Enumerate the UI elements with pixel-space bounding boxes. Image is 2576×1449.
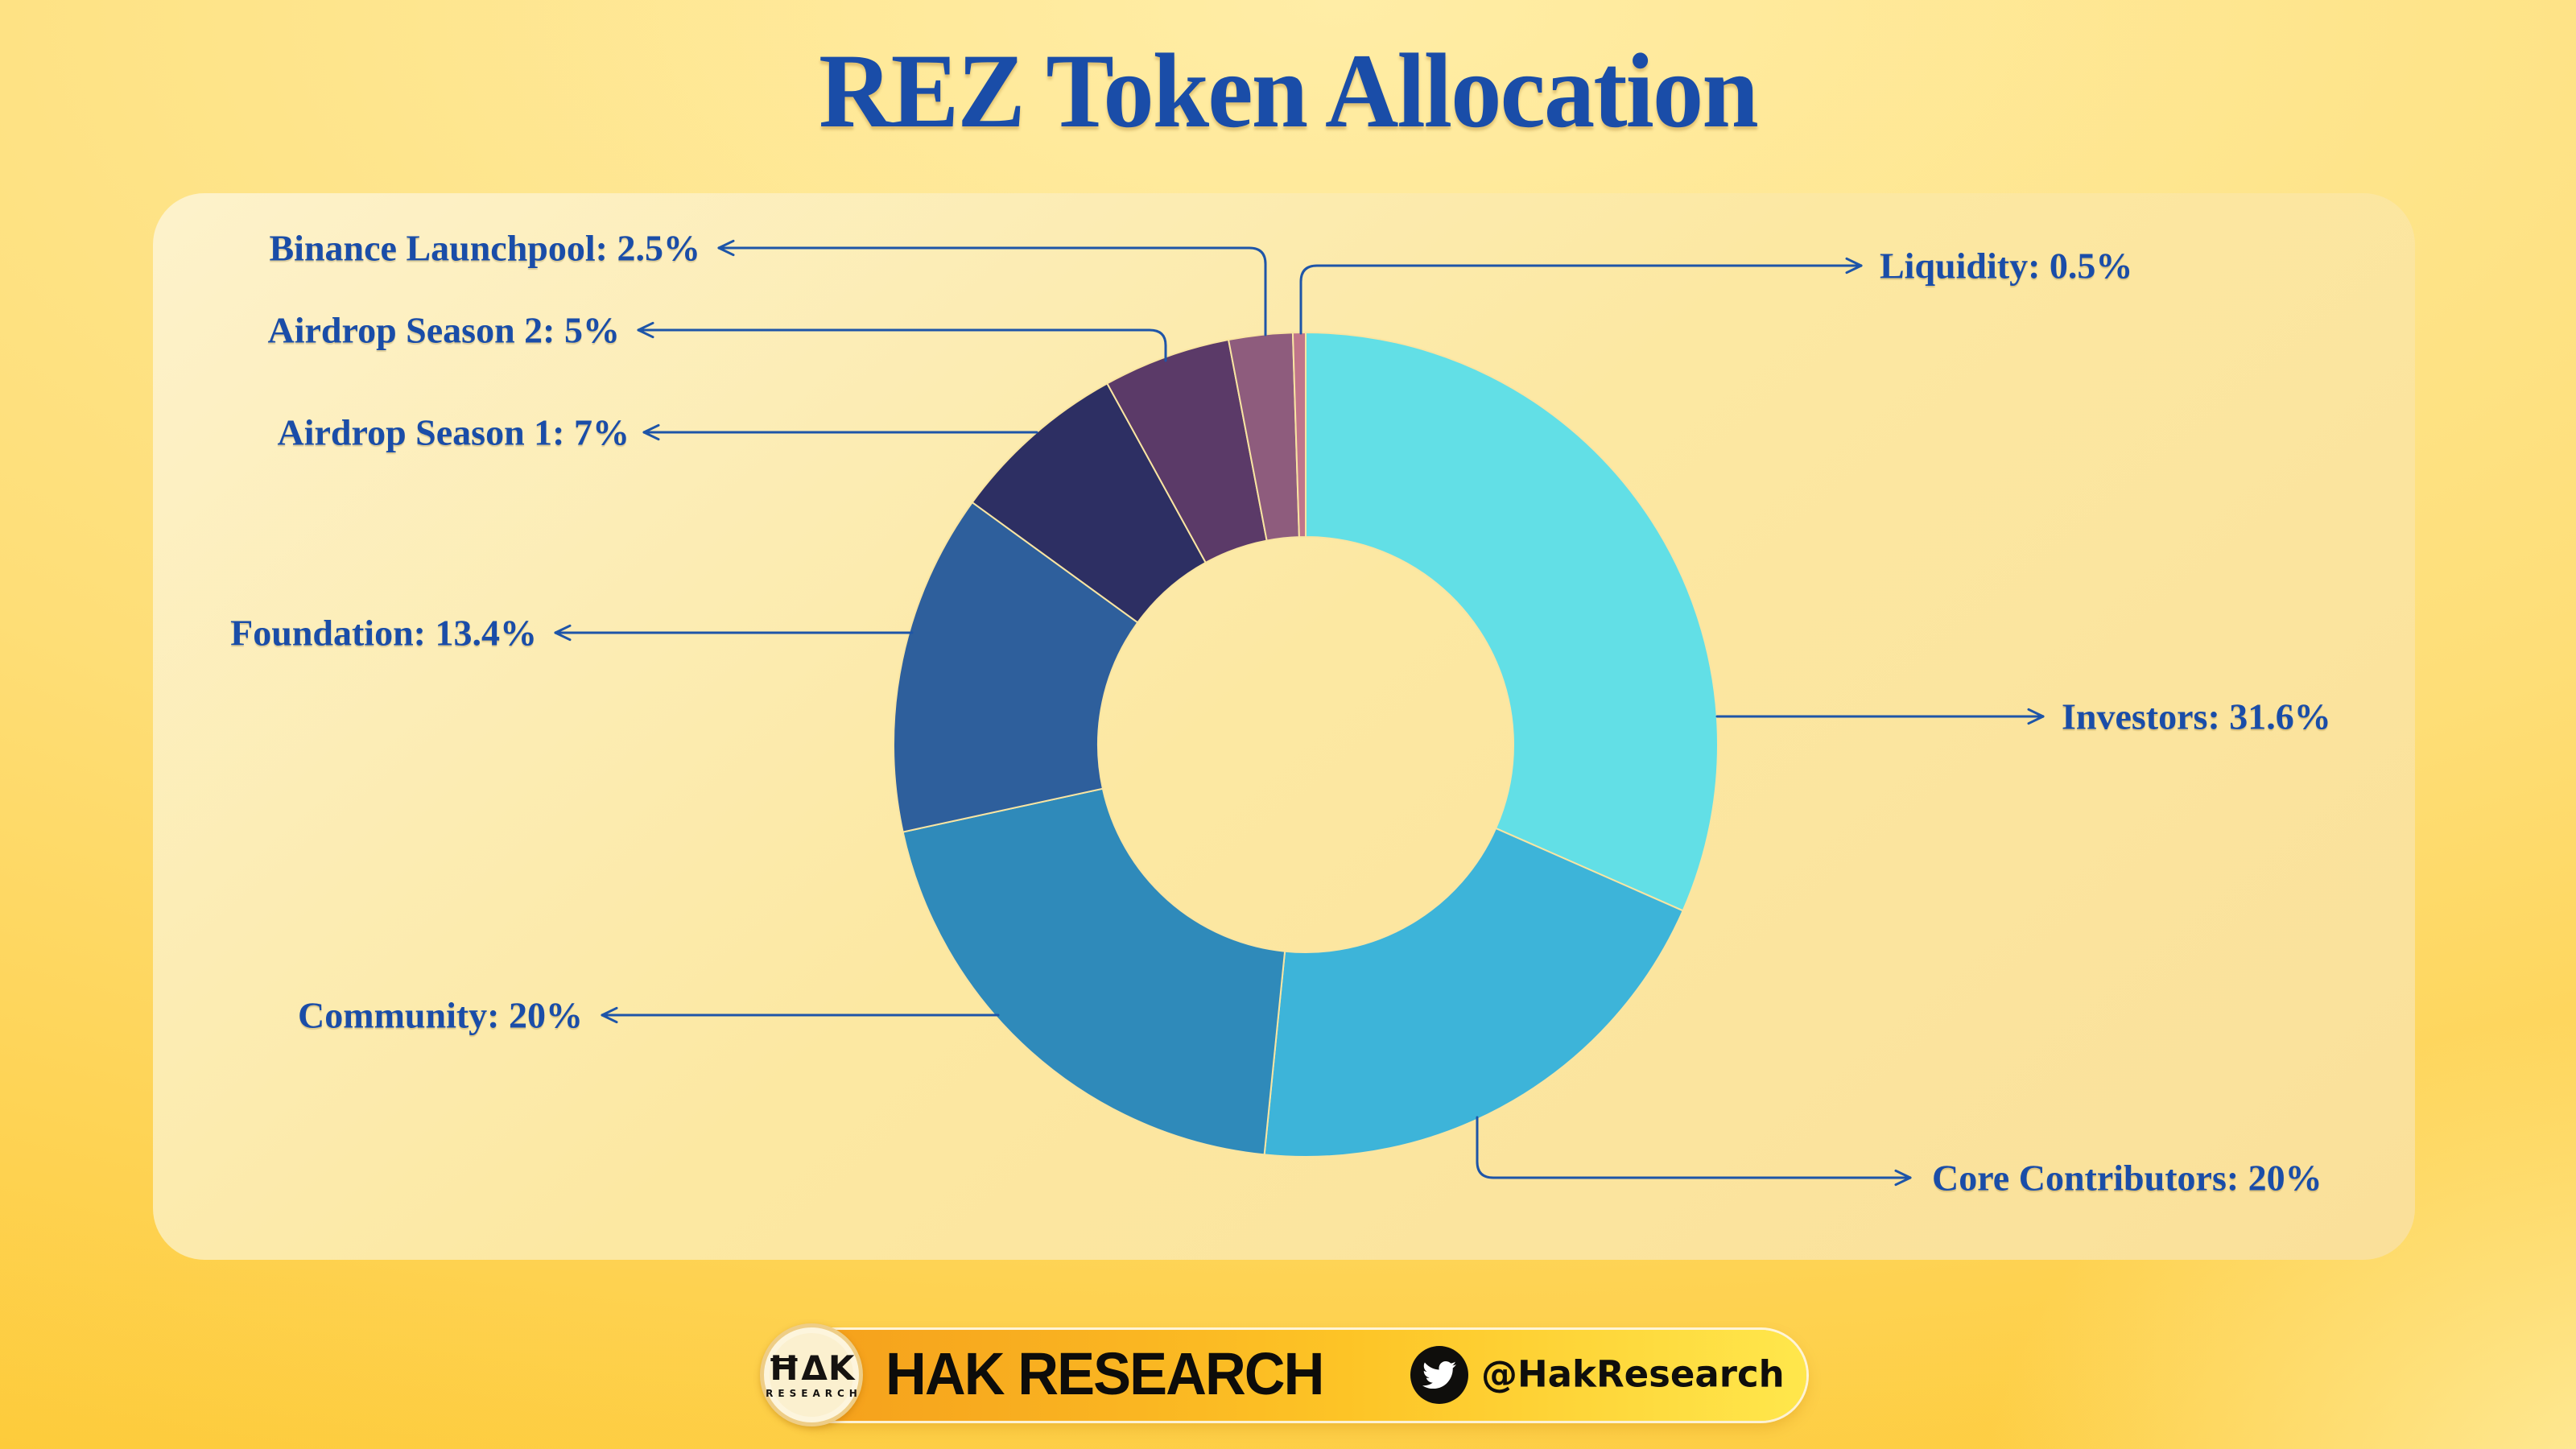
connector-liquidity (1299, 257, 1863, 335)
hak-research-logo: ĦΔK RESEARCH (760, 1323, 863, 1426)
twitter-bird-icon (1410, 1346, 1468, 1404)
pie-slice-community (902, 787, 1286, 1156)
page-title: REZ Token Allocation (819, 31, 1759, 150)
connector-foundation (554, 624, 914, 642)
connector-investors (1715, 708, 2045, 725)
label-airdrop-season-2: Airdrop Season 2: 5% (267, 309, 620, 351)
twitter-handle: @HakResearch (1481, 1352, 1785, 1396)
logo-caption: RESEARCH (766, 1388, 862, 1399)
connector-community (601, 1006, 1000, 1024)
label-airdrop-season-1: Airdrop Season 1: 7% (277, 411, 630, 453)
pie-slice-foundation (893, 501, 1139, 833)
connector-core-contributors (1476, 1116, 1912, 1187)
pie-slice-investors (1305, 331, 1719, 912)
logo-monogram: ĦΔK (767, 1348, 856, 1388)
twitter-bird-glyph (1422, 1360, 1456, 1389)
label-core-contributors: Core Contributors: 20% (1932, 1157, 2322, 1199)
footer-brand-bar (782, 1330, 1806, 1421)
label-investors: Investors: 31.6% (2062, 696, 2331, 737)
pie-slice-core-contributors (1263, 827, 1684, 1158)
brand-name: HAK RESEARCH (886, 1340, 1324, 1407)
pie-slice-liquidity (1291, 331, 1307, 539)
label-binance-launchpool: Binance Launchpool: 2.5% (269, 227, 701, 269)
connector-airdrop-season-2 (637, 321, 1167, 362)
connector-airdrop-season-1 (642, 423, 1038, 441)
label-community: Community: 20% (298, 994, 583, 1036)
label-foundation: Foundation: 13.4% (230, 612, 537, 654)
label-liquidity: Liquidity: 0.5% (1880, 245, 2133, 287)
connector-binance-launchpool (717, 239, 1267, 336)
